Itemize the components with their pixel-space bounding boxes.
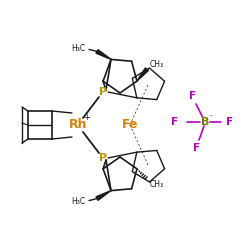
Text: +: + <box>84 112 90 122</box>
Text: B: B <box>201 117 209 127</box>
Text: ⁻: ⁻ <box>209 112 213 122</box>
Text: F: F <box>172 117 178 127</box>
Text: Fe: Fe <box>122 118 138 132</box>
Text: P: P <box>99 87 107 97</box>
Text: F: F <box>190 91 196 101</box>
Text: P: P <box>99 153 107 163</box>
Text: F: F <box>226 117 234 127</box>
Polygon shape <box>137 68 148 81</box>
Text: H₃C: H₃C <box>71 197 85 206</box>
Text: CH₃: CH₃ <box>150 60 164 69</box>
Text: CH₃: CH₃ <box>150 180 164 189</box>
Polygon shape <box>96 190 111 200</box>
Text: H₃C: H₃C <box>71 44 85 53</box>
Polygon shape <box>96 50 111 59</box>
Text: F: F <box>194 143 200 153</box>
Text: Rh: Rh <box>69 118 87 132</box>
